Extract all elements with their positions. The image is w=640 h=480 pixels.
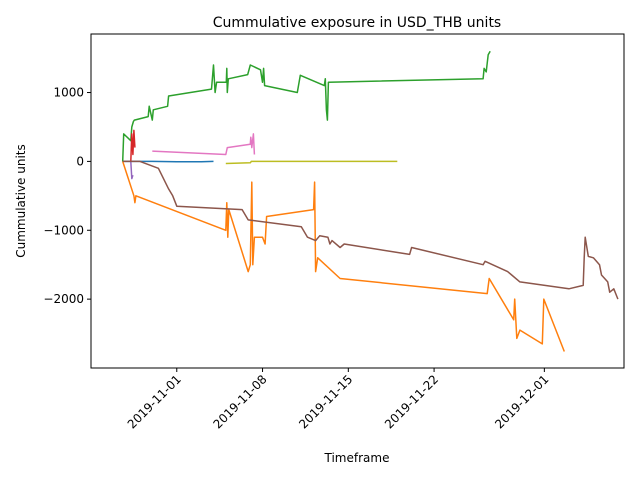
plot-frame bbox=[90, 33, 625, 369]
series-line-3 bbox=[121, 50, 491, 162]
x-axis: 2019-11-01 2019-11-08 2019-11-15 2019-11-22… bbox=[125, 368, 551, 431]
x-tick-label: 2019-11-15 bbox=[296, 372, 355, 431]
series-line-7 bbox=[152, 133, 256, 156]
series-line-2 bbox=[121, 161, 565, 352]
chart-title: Cummulative exposure in USD_THB units bbox=[213, 15, 501, 31]
series-line-4 bbox=[130, 129, 136, 162]
series-line-6 bbox=[122, 160, 619, 300]
y-axis: −2000 −1000 0 1000 bbox=[43, 86, 91, 306]
x-tick-label: 2019-11-08 bbox=[210, 372, 269, 431]
y-tick-label: 0 bbox=[76, 154, 84, 168]
x-tick-label: 2019-12-01 bbox=[492, 372, 551, 431]
y-axis-label: Cummulative units bbox=[14, 144, 28, 258]
series-lines bbox=[121, 50, 619, 352]
series-line-8 bbox=[225, 160, 398, 165]
x-tick-label: 2019-11-22 bbox=[382, 372, 441, 431]
y-tick-label: −1000 bbox=[43, 223, 84, 237]
y-tick-label: −2000 bbox=[43, 292, 84, 306]
series-line-5 bbox=[130, 161, 134, 180]
x-axis-label: Timeframe bbox=[324, 451, 390, 465]
x-tick-label: 2019-11-01 bbox=[125, 372, 184, 431]
y-tick-label: 1000 bbox=[53, 86, 84, 100]
